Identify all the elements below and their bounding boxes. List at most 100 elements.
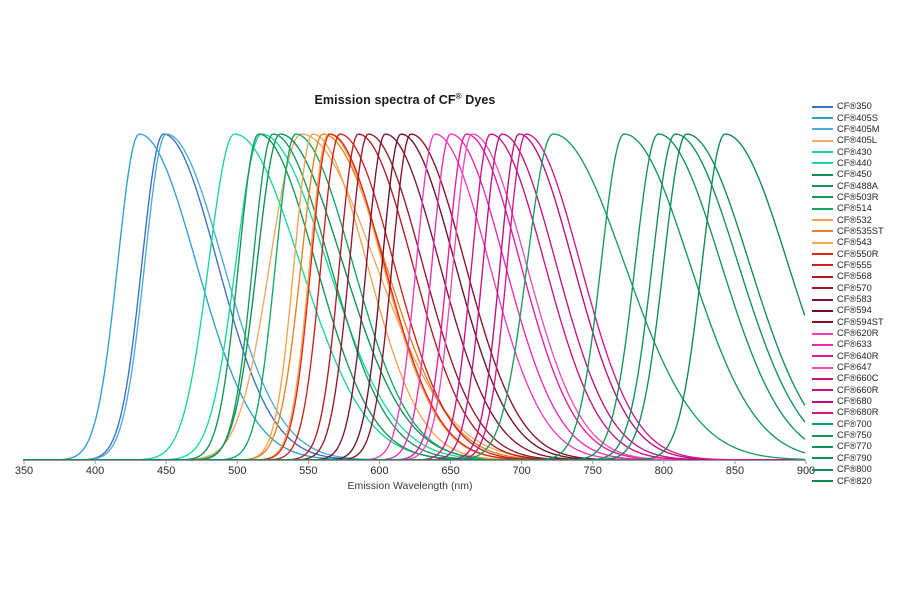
legend-item[interactable]: CF®820: [812, 475, 898, 486]
legend-item-label: CF®594ST: [837, 316, 884, 327]
legend-item[interactable]: CF®405M: [812, 124, 898, 135]
legend-color-swatch: [812, 332, 833, 335]
legend-color-swatch: [812, 241, 833, 244]
legend-color-swatch: [812, 468, 833, 471]
legend-item-label: CF®800: [837, 464, 872, 475]
legend-item-label: CF®440: [837, 157, 872, 168]
legend-item[interactable]: CF®550R: [812, 248, 898, 259]
legend-color-swatch: [812, 196, 833, 199]
legend-item[interactable]: CF®405L: [812, 135, 898, 146]
legend-item[interactable]: CF®583: [812, 294, 898, 305]
chart-title: Emission spectra of CF® Dyes: [0, 92, 810, 107]
legend-item[interactable]: CF®680R: [812, 407, 898, 418]
legend-color-swatch: [812, 253, 833, 256]
legend-color-swatch: [812, 185, 833, 188]
legend-color-swatch: [812, 321, 833, 324]
x-tick-label: 850: [725, 465, 745, 477]
legend-item-label: CF®405M: [837, 123, 880, 134]
legend-color-swatch: [812, 457, 833, 460]
chart-title-tail: Dyes: [461, 93, 496, 108]
legend-item[interactable]: CF®633: [812, 339, 898, 350]
legend-item[interactable]: CF®535ST: [812, 226, 898, 237]
legend-item[interactable]: CF®532: [812, 214, 898, 225]
legend-item-label: CF®430: [837, 146, 872, 157]
legend-item-label: CF®770: [837, 441, 872, 452]
legend-item[interactable]: CF®790: [812, 453, 898, 464]
legend-color-swatch: [812, 275, 833, 278]
legend-item-label: CF®680R: [837, 407, 879, 418]
x-tick-label: 750: [583, 465, 602, 477]
legend-color-swatch: [812, 173, 833, 176]
legend-item-label: CF®568: [837, 271, 872, 282]
legend-item-label: CF®660C: [837, 373, 879, 384]
legend-item[interactable]: CF®640R: [812, 351, 898, 362]
legend-color-swatch: [812, 389, 833, 392]
x-tick-label: 500: [228, 465, 247, 477]
legend-item[interactable]: CF®594ST: [812, 317, 898, 328]
legend-item-label: CF®405S: [837, 112, 878, 123]
legend-color-swatch: [812, 287, 833, 290]
legend-item[interactable]: CF®700: [812, 419, 898, 430]
legend-item[interactable]: CF®430: [812, 146, 898, 157]
legend-color-swatch: [812, 309, 833, 312]
legend-color-swatch: [812, 230, 833, 233]
legend-item-label: CF®514: [837, 203, 872, 214]
legend-item-label: CF®633: [837, 339, 872, 350]
legend-color-swatch: [812, 128, 833, 131]
x-tick-label: 700: [512, 465, 531, 477]
x-tick-label: 350: [14, 465, 34, 477]
legend-item[interactable]: CF®543: [812, 237, 898, 248]
legend-color-swatch: [812, 366, 833, 369]
x-axis: [23, 460, 807, 464]
legend-item[interactable]: CF®620R: [812, 328, 898, 339]
legend-color-swatch: [812, 139, 833, 142]
legend-item[interactable]: CF®555: [812, 260, 898, 271]
legend-item[interactable]: CF®680: [812, 396, 898, 407]
legend-color-swatch: [812, 207, 833, 210]
legend-item[interactable]: CF®405S: [812, 112, 898, 123]
legend-item-label: CF®820: [837, 475, 872, 486]
legend-item-label: CF®700: [837, 418, 872, 429]
legend-item[interactable]: CF®594: [812, 305, 898, 316]
legend-item-label: CF®790: [837, 452, 872, 463]
x-tick-label: 800: [654, 465, 673, 477]
legend-item[interactable]: CF®488A: [812, 180, 898, 191]
legend-item-label: CF®570: [837, 282, 872, 293]
legend-color-swatch: [812, 343, 833, 346]
legend-item[interactable]: CF®660R: [812, 385, 898, 396]
legend-item[interactable]: CF®450: [812, 169, 898, 180]
legend-color-swatch: [812, 298, 833, 301]
legend-item[interactable]: CF®350: [812, 101, 898, 112]
legend-color-swatch: [812, 400, 833, 403]
legend-item-label: CF®550R: [837, 248, 879, 259]
legend-item[interactable]: CF®440: [812, 158, 898, 169]
legend-color-swatch: [812, 355, 833, 358]
legend-item[interactable]: CF®660C: [812, 373, 898, 384]
legend-item[interactable]: CF®514: [812, 203, 898, 214]
legend-color-swatch: [812, 411, 833, 414]
legend-item-label: CF®640R: [837, 350, 879, 361]
legend-item[interactable]: CF®570: [812, 283, 898, 294]
legend-item-label: CF®647: [837, 362, 872, 373]
legend-item[interactable]: CF®647: [812, 362, 898, 373]
legend-item[interactable]: CF®750: [812, 430, 898, 441]
legend-item[interactable]: CF®503R: [812, 192, 898, 203]
x-tick-label: 550: [299, 465, 318, 477]
legend-color-swatch: [812, 434, 833, 437]
legend-color-swatch: [812, 162, 833, 165]
legend-item[interactable]: CF®800: [812, 464, 898, 475]
legend-color-swatch: [812, 117, 833, 120]
legend-item-label: CF®488A: [837, 180, 878, 191]
legend-item-label: CF®620R: [837, 328, 879, 339]
legend-item-label: CF®680: [837, 396, 872, 407]
legend-item-label: CF®594: [837, 305, 872, 316]
legend-item[interactable]: CF®568: [812, 271, 898, 282]
x-tick-label: 450: [156, 465, 176, 477]
legend-item-label: CF®543: [837, 237, 872, 248]
legend-color-swatch: [812, 264, 833, 267]
legend-item[interactable]: CF®770: [812, 441, 898, 452]
x-tick-label: 400: [85, 465, 105, 477]
x-tick-label: 600: [370, 465, 389, 477]
